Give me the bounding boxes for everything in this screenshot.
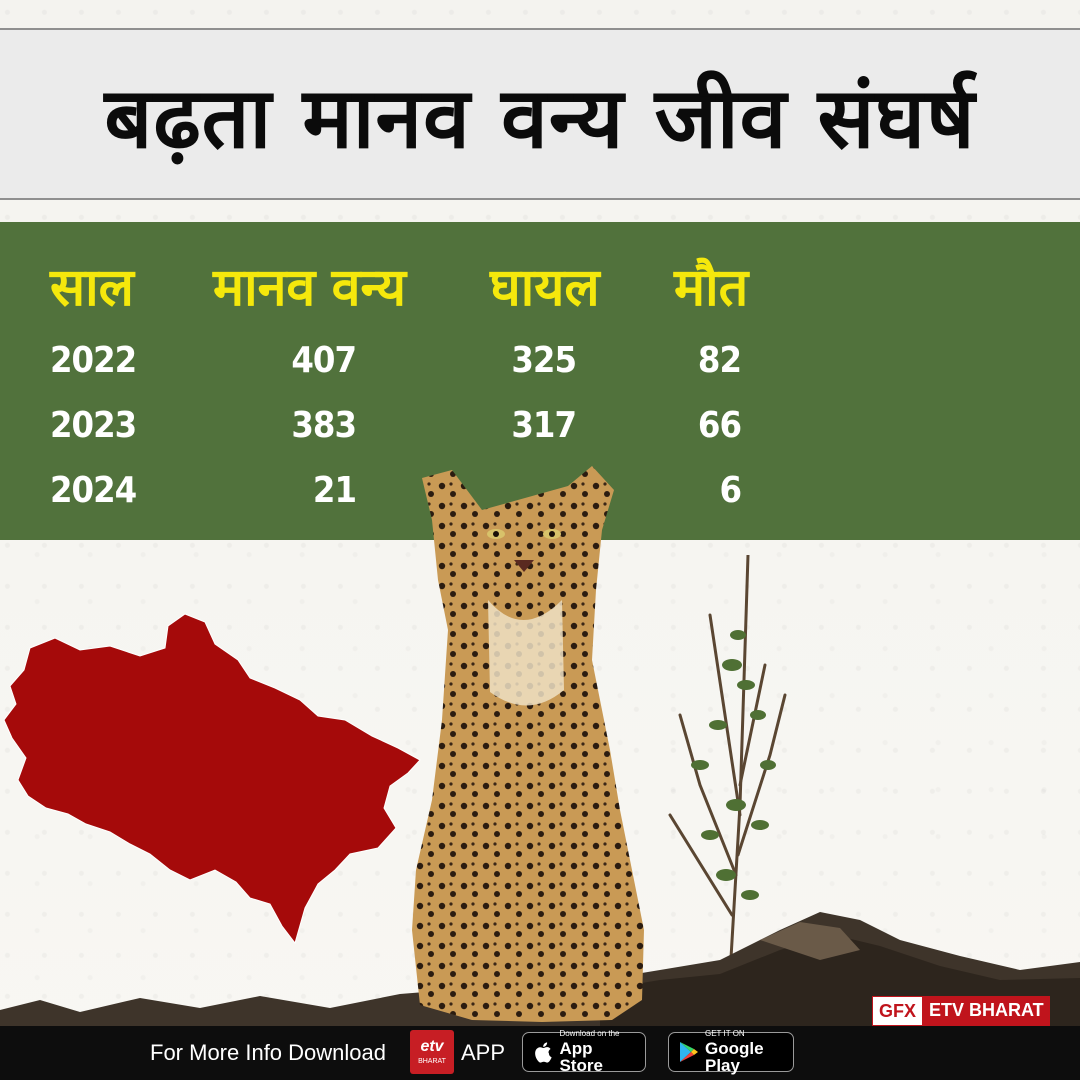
row-2024-deaths: 6 (719, 470, 742, 511)
bush-image (668, 555, 787, 975)
title-banner: बढ़ता मानव वन्य जीव संघर्ष (0, 28, 1080, 200)
uttarakhand-map (3, 613, 421, 945)
footer-bar: For More Info Download etv BHARAT APP Do… (0, 1026, 1080, 1080)
row-2024-conflict: 21 (312, 470, 357, 511)
row-2022-year: 2022 (50, 340, 137, 381)
page-title: बढ़ता मानव वन्य जीव संघर्ष (104, 68, 976, 167)
apple-icon (533, 1040, 553, 1064)
gfx-badge: GFX ETV BHARAT (872, 996, 1050, 1026)
google-play-button[interactable]: GET IT ON Google Play (668, 1029, 794, 1075)
leopard-image (412, 466, 644, 1022)
row-2023-injured: 317 (511, 405, 577, 446)
etv-logo-sub: BHARAT (418, 1057, 446, 1065)
app-store-button[interactable]: Download on the App Store (522, 1029, 646, 1075)
row-2023-deaths: 66 (697, 405, 742, 446)
gfx-label: GFX (872, 996, 924, 1026)
row-2024-year: 2024 (50, 470, 137, 511)
playstore-small-text: GET IT ON (705, 1029, 745, 1038)
brand-label: ETV BHARAT (923, 996, 1050, 1026)
playstore-big-text: Google Play (705, 1039, 764, 1075)
row-2023-conflict: 383 (291, 405, 357, 446)
etv-logo[interactable]: etv BHARAT (410, 1030, 454, 1074)
header-injured: घायल (490, 258, 600, 318)
header-human-wildlife: मानव वन्य (213, 258, 407, 318)
header-deaths: मौत (674, 258, 749, 318)
appstore-small-text: Download on the (559, 1029, 620, 1038)
header-year: साल (50, 258, 134, 318)
play-icon (679, 1040, 699, 1064)
app-label: APP (461, 1040, 506, 1065)
row-2022-deaths: 82 (697, 340, 742, 381)
row-2023-year: 2023 (50, 405, 137, 446)
appstore-big-text: App Store (559, 1039, 603, 1075)
etv-logo-text: etv (420, 1037, 444, 1055)
map-shape (3, 613, 421, 945)
row-2022-injured: 325 (511, 340, 577, 381)
row-2022-conflict: 407 (291, 340, 357, 381)
stats-table: साल मानव वन्य घायल मौत 2022 407 325 82 2… (0, 222, 1080, 540)
footer-text: For More Info Download (150, 1040, 386, 1065)
